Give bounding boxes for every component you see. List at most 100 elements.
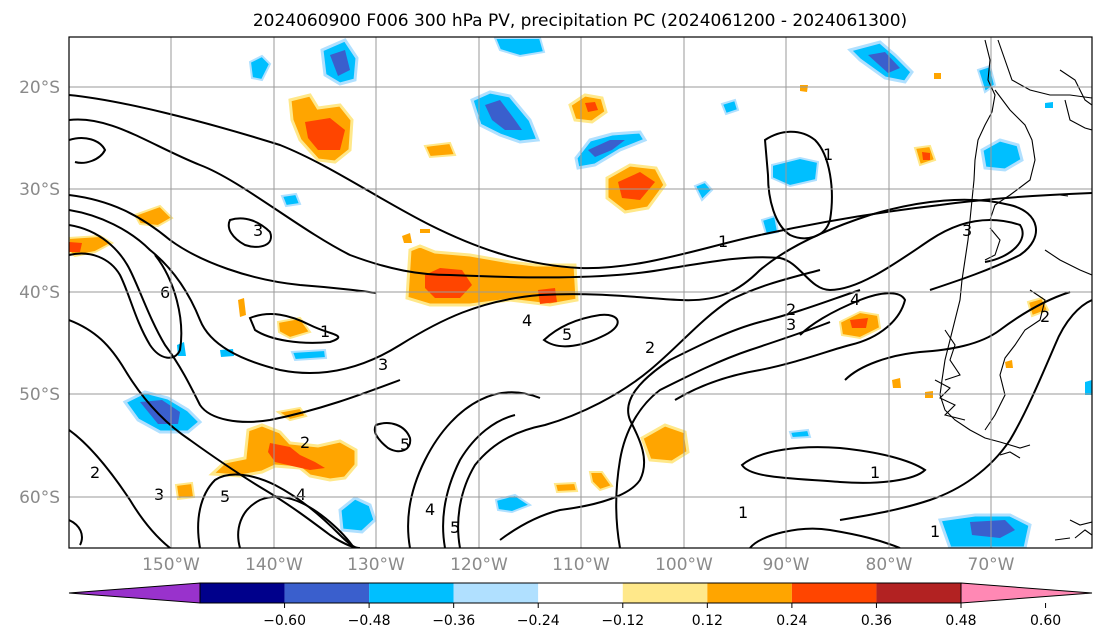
pv-contour-4-south — [237, 495, 355, 548]
lat-label: 30°S — [19, 180, 60, 200]
lon-label: 100°W — [655, 555, 713, 575]
lat-label: 50°S — [19, 385, 60, 405]
pv-contour-2-south — [69, 319, 361, 548]
contour-label: 1 — [320, 322, 330, 341]
contour-label: 4 — [296, 485, 306, 504]
colorbar-tick-label: −0.24 — [517, 613, 560, 629]
lon-label: 80°W — [866, 555, 913, 575]
colorbar-extend-high — [960, 582, 1093, 604]
latitude-labels: 20°S 30°S 40°S 50°S 60°S — [19, 78, 60, 508]
contour-label: 3 — [962, 221, 972, 240]
contour-label: 2 — [1040, 307, 1050, 326]
colorbar-tick-labels: −0.60 −0.48 −0.36 −0.24 −0.12 0.12 0.24 0.36 0.4… — [263, 613, 1061, 629]
contour-label: 5 — [562, 325, 572, 344]
contour-label: 4 — [425, 500, 435, 519]
pv-contour-5-loop — [542, 313, 619, 348]
map-frame — [68, 36, 1093, 549]
lon-label: 140°W — [245, 555, 303, 575]
contour-label: 5 — [450, 518, 460, 537]
pv-contour-3-loop — [227, 217, 272, 248]
contour-label: 1 — [930, 522, 940, 541]
contour-label: 4 — [522, 311, 532, 330]
colorbar-swatch — [453, 583, 539, 603]
contour-label: 3 — [786, 315, 796, 334]
pv-contour-2-farEast — [844, 291, 1071, 381]
lat-label: 60°S — [19, 488, 60, 508]
lat-label: 20°S — [19, 78, 60, 98]
pv-contour-4-mid — [407, 391, 541, 548]
colorbar-swatch — [791, 583, 877, 603]
lon-label: 150°W — [142, 555, 200, 575]
colorbar-tick-label: −0.12 — [601, 613, 644, 629]
lon-label: 120°W — [450, 555, 508, 575]
colorbar-tick-label: −0.60 — [263, 613, 306, 629]
colorbar-frame — [199, 582, 962, 604]
contour-label: 2 — [300, 433, 310, 452]
contour-label: 5 — [400, 435, 410, 454]
lon-label: 90°W — [763, 555, 810, 575]
longitude-labels: 150°W 140°W 130°W 120°W 110°W 100°W 90°W… — [142, 555, 1015, 575]
contour-label: 4 — [850, 290, 860, 309]
pv-contour-6 — [69, 252, 183, 359]
precip-anomaly-shading — [69, 37, 1092, 548]
pv-contours — [69, 94, 1092, 548]
contour-label: 1 — [823, 145, 833, 164]
colorbar-tick-label: 0.48 — [945, 613, 976, 629]
colorbar-swatch — [200, 583, 285, 603]
contour-label: 2 — [786, 300, 796, 319]
pv-contour-4 — [69, 224, 401, 423]
coastline — [934, 39, 1092, 541]
colorbar-tick-label: 0.60 — [1030, 613, 1061, 629]
pv-contour-5-loop-west — [373, 422, 412, 453]
pv-contour-1-mid — [499, 289, 861, 541]
lat-label: 40°S — [19, 283, 60, 303]
contour-label: 1 — [738, 503, 748, 522]
pv-contour-1-southwest — [69, 519, 83, 546]
figure-title: 2024060900 F006 300 hPa PV, precipitatio… — [253, 11, 907, 31]
pv-contour-5-mid — [442, 414, 516, 548]
contour-label: 2 — [645, 338, 655, 357]
map-area: 1 1 1 1 1 1 2 2 2 2 2 3 3 3 3 3 4 4 4 4 … — [69, 37, 1092, 548]
pv-contour-3 — [69, 198, 1037, 374]
graticule — [69, 37, 1092, 548]
pv-contour-2-east — [615, 321, 831, 548]
colorbar-tick-label: 0.36 — [861, 613, 892, 629]
colorbar-tick-label: 0.24 — [776, 613, 807, 629]
colorbar-swatch — [876, 583, 961, 603]
pv-contour-3-upper — [69, 194, 377, 294]
contour-label: 3 — [253, 221, 263, 240]
contour-label: 1 — [870, 463, 880, 482]
contour-label: 2 — [90, 463, 100, 482]
colorbar-tick-label: −0.36 — [432, 613, 475, 629]
pv-contour-5-south — [197, 473, 359, 548]
colorbar-extend-low — [68, 582, 201, 604]
pv-contour-1-north — [69, 94, 1092, 270]
pv-contour-4-east — [674, 292, 907, 401]
contour-label: 3 — [378, 355, 388, 374]
contour-label: 3 — [154, 485, 164, 504]
pv-contour-1-small — [248, 313, 340, 344]
colorbar-swatches — [68, 582, 1093, 604]
colorbar-swatch — [622, 583, 708, 603]
pv-contour-3-south — [69, 429, 171, 548]
colorbar-swatch — [284, 583, 370, 603]
pv-contour-1-loop-north — [763, 130, 833, 240]
pv-contour-2-mid — [457, 269, 821, 548]
colorbar-tick-label: 0.12 — [692, 613, 723, 629]
colorbar-tick-label: −0.48 — [348, 613, 391, 629]
pv-contour-2-west — [69, 137, 107, 164]
contour-labels: 1 1 1 1 1 1 2 2 2 2 2 3 3 3 3 3 4 4 4 4 … — [90, 145, 1050, 541]
pv-contour-1-farEast — [839, 299, 1092, 521]
colorbar-swatch — [538, 583, 623, 603]
colorbar-swatch — [707, 583, 792, 603]
colorbar: −0.60 −0.48 −0.36 −0.24 −0.12 0.12 0.24 0.36 0.4… — [68, 582, 1093, 629]
lon-label: 110°W — [552, 555, 610, 575]
pv-contour-1-loop-southeast — [740, 446, 927, 484]
contour-label: 1 — [718, 232, 728, 251]
lon-label: 130°W — [347, 555, 405, 575]
pv-contour-1-southeast — [749, 527, 901, 548]
colorbar-swatch — [369, 583, 454, 603]
pv-contour-2 — [69, 118, 1024, 292]
colorbar-ticks — [284, 603, 1047, 608]
